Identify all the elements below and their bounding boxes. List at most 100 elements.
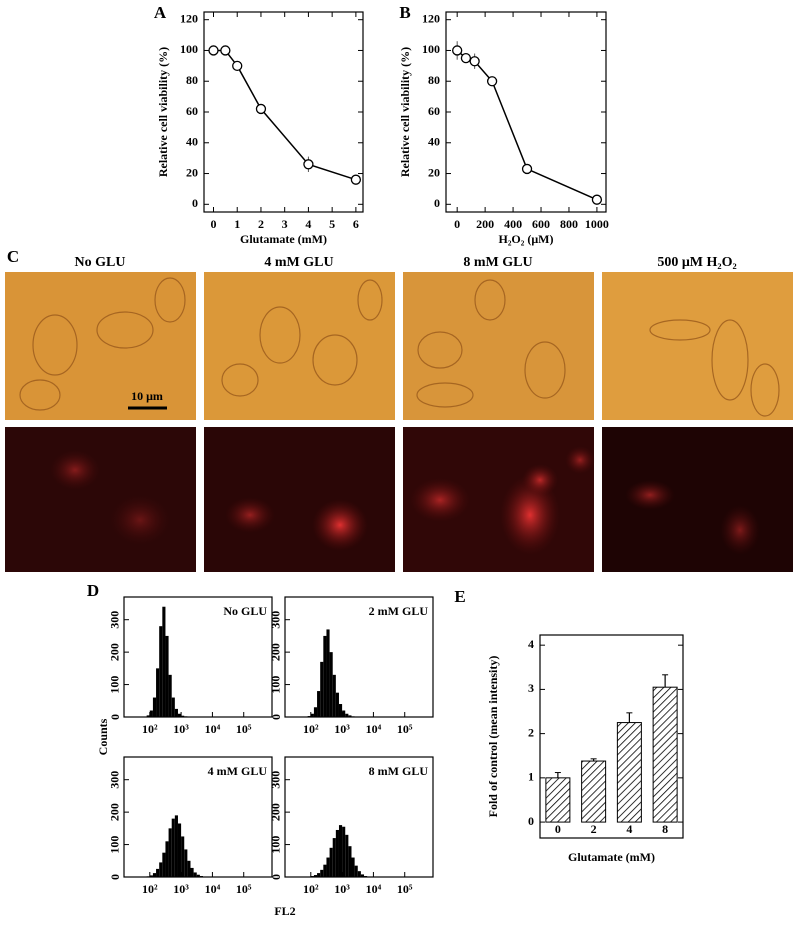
column-label: No GLU: [75, 255, 126, 270]
x-tick-label: 10²: [142, 882, 158, 896]
x-tick-label: 2: [258, 217, 264, 231]
histogram-bar: [332, 838, 336, 877]
plot-frame: [539, 634, 684, 839]
cell-outlines: [19, 277, 780, 417]
histogram-bar: [184, 849, 188, 877]
histogram-bar: [168, 674, 172, 717]
x-tick-label: 10⁴: [205, 722, 221, 736]
histogram-bar: [187, 860, 191, 877]
y-tick-label: 100: [422, 42, 440, 56]
histogram-bar: [360, 874, 365, 877]
x-tick-label: 6: [353, 217, 359, 231]
y-tick-label: 60: [428, 104, 440, 118]
histogram-bar: [342, 710, 346, 717]
y-tick-label: 300: [269, 611, 283, 629]
x-tick-label: 10³: [173, 722, 189, 736]
x-tick-label: 10⁵: [236, 882, 252, 896]
x-tick-label: 800: [560, 217, 578, 231]
histogram-bar: [351, 857, 355, 877]
histogram-bar: [196, 874, 200, 877]
histogram-bar: [310, 713, 314, 717]
y-tick-label: 80: [428, 73, 440, 87]
y-tick-label: 0: [434, 196, 440, 210]
y-tick-label: 200: [269, 803, 283, 821]
histogram-bar: [317, 691, 321, 717]
y-tick-label: 0: [108, 714, 122, 720]
x-axis-label: Glutamate (mM): [568, 850, 655, 864]
point: [591, 194, 603, 205]
y-tick-label: 120: [422, 11, 440, 25]
x-tick-label: 10⁴: [366, 882, 382, 896]
histogram-bar: [364, 876, 368, 877]
y-tick-label: 100: [180, 42, 198, 56]
x-tick-label: 1000: [585, 217, 609, 231]
histogram-bar: [152, 697, 157, 717]
plot-frame: [445, 11, 607, 213]
line: [456, 49, 598, 201]
histogram-bar: [174, 815, 178, 877]
photo: [403, 272, 594, 420]
y-tick-label: 120: [180, 11, 198, 25]
x-tick-label: 10⁵: [397, 722, 413, 736]
histogram-bar: [171, 697, 175, 717]
x-tick-label: 200: [476, 217, 494, 231]
histogram-bar: [159, 862, 163, 877]
histogram-bar: [184, 716, 188, 717]
histogram-bar: [313, 707, 318, 717]
histogram-bar: [165, 635, 169, 717]
x-tick-label: 10³: [334, 722, 350, 736]
histogram-bar: [146, 715, 150, 717]
histogram-bar: [156, 868, 160, 877]
y-tick-label: 300: [108, 771, 122, 789]
panel-label: D: [87, 581, 99, 600]
histogram-bar: [332, 674, 336, 717]
histogram-bar: [199, 876, 204, 877]
point: [452, 45, 463, 56]
x-tick-label: 0: [454, 217, 460, 231]
x-tick-label: 10⁵: [236, 722, 252, 736]
y-tick-label: 2: [528, 725, 534, 739]
plot-frame: [203, 11, 364, 213]
plot-label: 8 mM GLU: [369, 764, 429, 778]
histogram-bar: [335, 829, 339, 877]
y-tick-label: 4: [528, 637, 534, 651]
y-tick-label: 20: [186, 165, 198, 179]
histogram-bar: [310, 876, 314, 877]
histogram-bar: [190, 867, 194, 877]
histogram-bar: [165, 841, 169, 877]
y-tick-label: 200: [269, 643, 283, 661]
panel-label: B: [399, 3, 410, 22]
histogram-bar: [326, 629, 330, 717]
panel-label: E: [454, 587, 465, 606]
column-label: 4 mM GLU: [264, 255, 333, 270]
histogram-bar: [313, 875, 318, 877]
y-axis-label: Counts: [96, 718, 110, 755]
y-tick-label: 200: [108, 643, 122, 661]
y-tick-label: 0: [108, 874, 122, 880]
y-axis-label: Relative cell viability (%): [156, 47, 170, 177]
histogram-bar: [348, 846, 352, 877]
y-tick-label: 300: [269, 771, 283, 789]
histogram-bar: [162, 606, 166, 717]
photo: [204, 427, 395, 572]
plot-frame: [284, 596, 434, 718]
histogram-bar: [162, 852, 166, 877]
point: [486, 76, 498, 87]
x-tick-label: 600: [532, 217, 550, 231]
histogram-bar: [152, 873, 157, 877]
y-tick-label: 100: [108, 676, 122, 694]
x-tick-label: 8: [662, 822, 668, 836]
x-tick-label: 4: [626, 822, 632, 836]
y-tick-label: 3: [528, 681, 534, 695]
y-tick-label: 0: [269, 874, 283, 880]
histogram-bar: [177, 823, 182, 877]
histogram-bar: [323, 864, 327, 877]
histogram-bar: [323, 635, 327, 717]
histogram-bar: [146, 876, 150, 877]
histogram-bar: [351, 716, 355, 717]
x-tick-label: 10³: [334, 882, 350, 896]
panel-label: C: [7, 247, 19, 266]
histogram-bar: [159, 626, 163, 717]
x-axis-label: FL2: [274, 904, 295, 918]
